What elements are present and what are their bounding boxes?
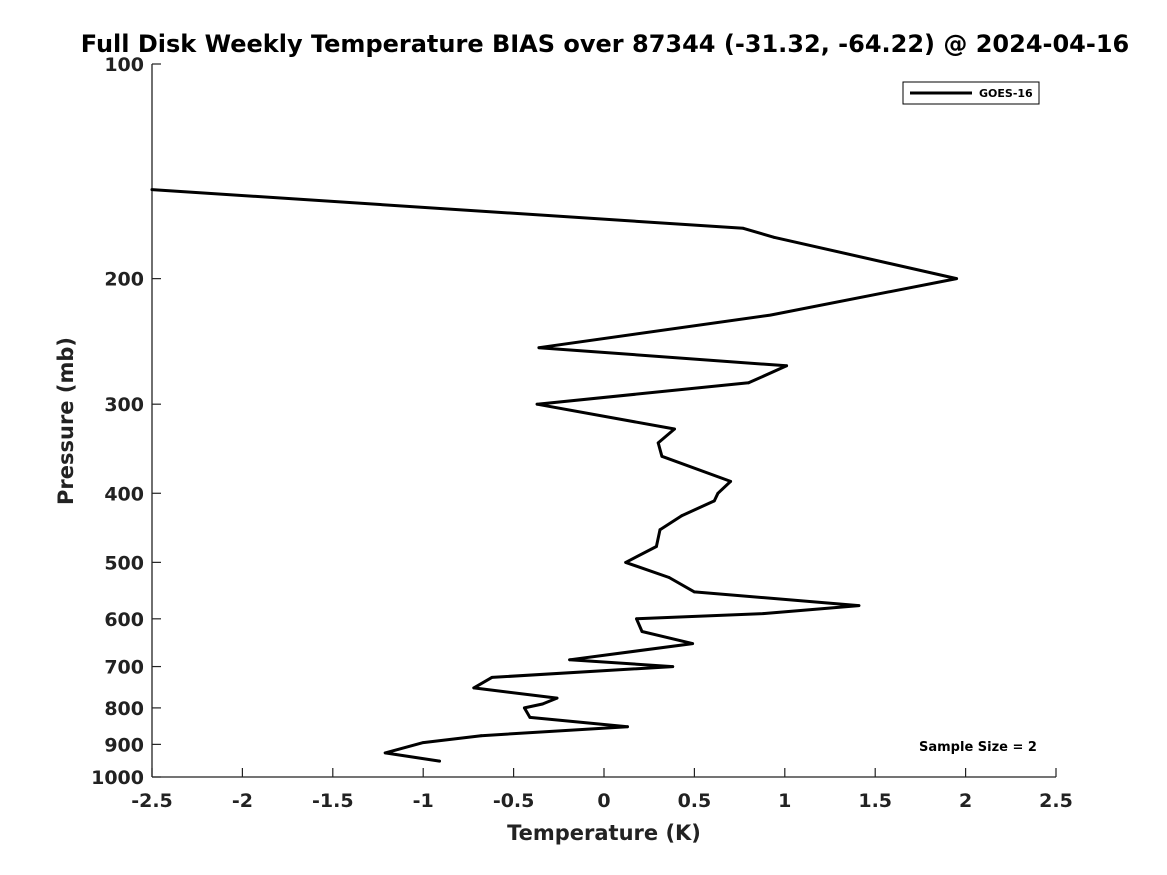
data-point: [785, 364, 788, 368]
data-point: [655, 545, 658, 548]
x-tick-label: 1: [778, 790, 791, 812]
data-point: [438, 759, 441, 763]
y-tick-label: 500: [104, 552, 144, 574]
x-tick-label: -1.5: [312, 790, 354, 812]
data-point: [537, 346, 541, 350]
legend-label-goes-16: GOES-16: [979, 87, 1033, 100]
x-axis-label: Temperature (K): [507, 821, 701, 845]
data-point: [716, 491, 720, 495]
data-point: [729, 480, 732, 483]
y-tick-label: 300: [104, 394, 144, 416]
x-tick-label: -0.5: [493, 790, 535, 812]
data-point: [693, 590, 696, 594]
data-point: [472, 686, 476, 690]
data-point: [523, 706, 526, 710]
y-axis-label: Pressure (mb): [54, 337, 78, 505]
x-tick-label: 0: [597, 790, 610, 812]
data-point: [857, 604, 861, 607]
chart-title: Full Disk Weekly Temperature BIAS over 8…: [81, 30, 1129, 58]
data-point: [671, 665, 675, 668]
data-point: [528, 716, 532, 719]
data-point: [421, 741, 425, 744]
y-tick-label: 700: [104, 657, 144, 679]
y-tick-label: 800: [104, 698, 144, 720]
data-point: [656, 441, 660, 445]
data-point: [640, 630, 644, 633]
y-axis-ticks: 100 200 300 400 500 600 700 800 900 1000: [91, 54, 161, 789]
y-tick-label: 1000: [91, 767, 144, 789]
data-point: [535, 402, 539, 406]
data-point: [555, 696, 559, 700]
data-point: [747, 381, 750, 385]
data-point: [667, 576, 671, 579]
data-point: [626, 725, 629, 729]
data-point: [383, 751, 387, 755]
y-tick-label: 200: [104, 269, 144, 291]
x-tick-label: 0.5: [678, 790, 712, 812]
data-point: [658, 528, 662, 532]
data-point: [772, 235, 776, 239]
series-layer: [150, 188, 959, 763]
data-point: [541, 702, 544, 706]
data-point: [712, 499, 716, 503]
legend: GOES-16: [902, 81, 1040, 105]
data-point: [691, 642, 694, 645]
y-tick-label: 400: [104, 483, 144, 505]
x-tick-label: 2: [959, 790, 972, 812]
x-axis-ticks: -2.5 -2 -1.5 -1 -0.5 0 0.5 1 1.5 2 2.5: [131, 768, 1073, 812]
sample-size-annotation: Sample Size = 2: [919, 740, 1037, 755]
data-point: [955, 277, 958, 280]
data-point: [635, 617, 638, 621]
data-point: [680, 514, 684, 518]
x-tick-label: 2.5: [1039, 790, 1073, 812]
y-tick-label: 600: [104, 609, 144, 631]
y-tick-label: 900: [104, 734, 144, 756]
data-point: [768, 313, 772, 317]
data-point: [624, 561, 628, 564]
x-tick-label: -2.5: [131, 790, 173, 812]
y-tick-label: 100: [104, 54, 144, 76]
x-tick-label: 1.5: [858, 790, 892, 812]
x-tick-label: -2: [232, 790, 253, 812]
data-point: [150, 188, 154, 192]
data-point: [490, 676, 494, 679]
data-point: [479, 734, 483, 738]
data-point: [568, 658, 571, 662]
data-point: [660, 454, 664, 458]
data-point: [673, 427, 676, 431]
data-point: [741, 226, 745, 230]
data-point: [761, 612, 765, 615]
x-tick-label: -1: [413, 790, 434, 812]
